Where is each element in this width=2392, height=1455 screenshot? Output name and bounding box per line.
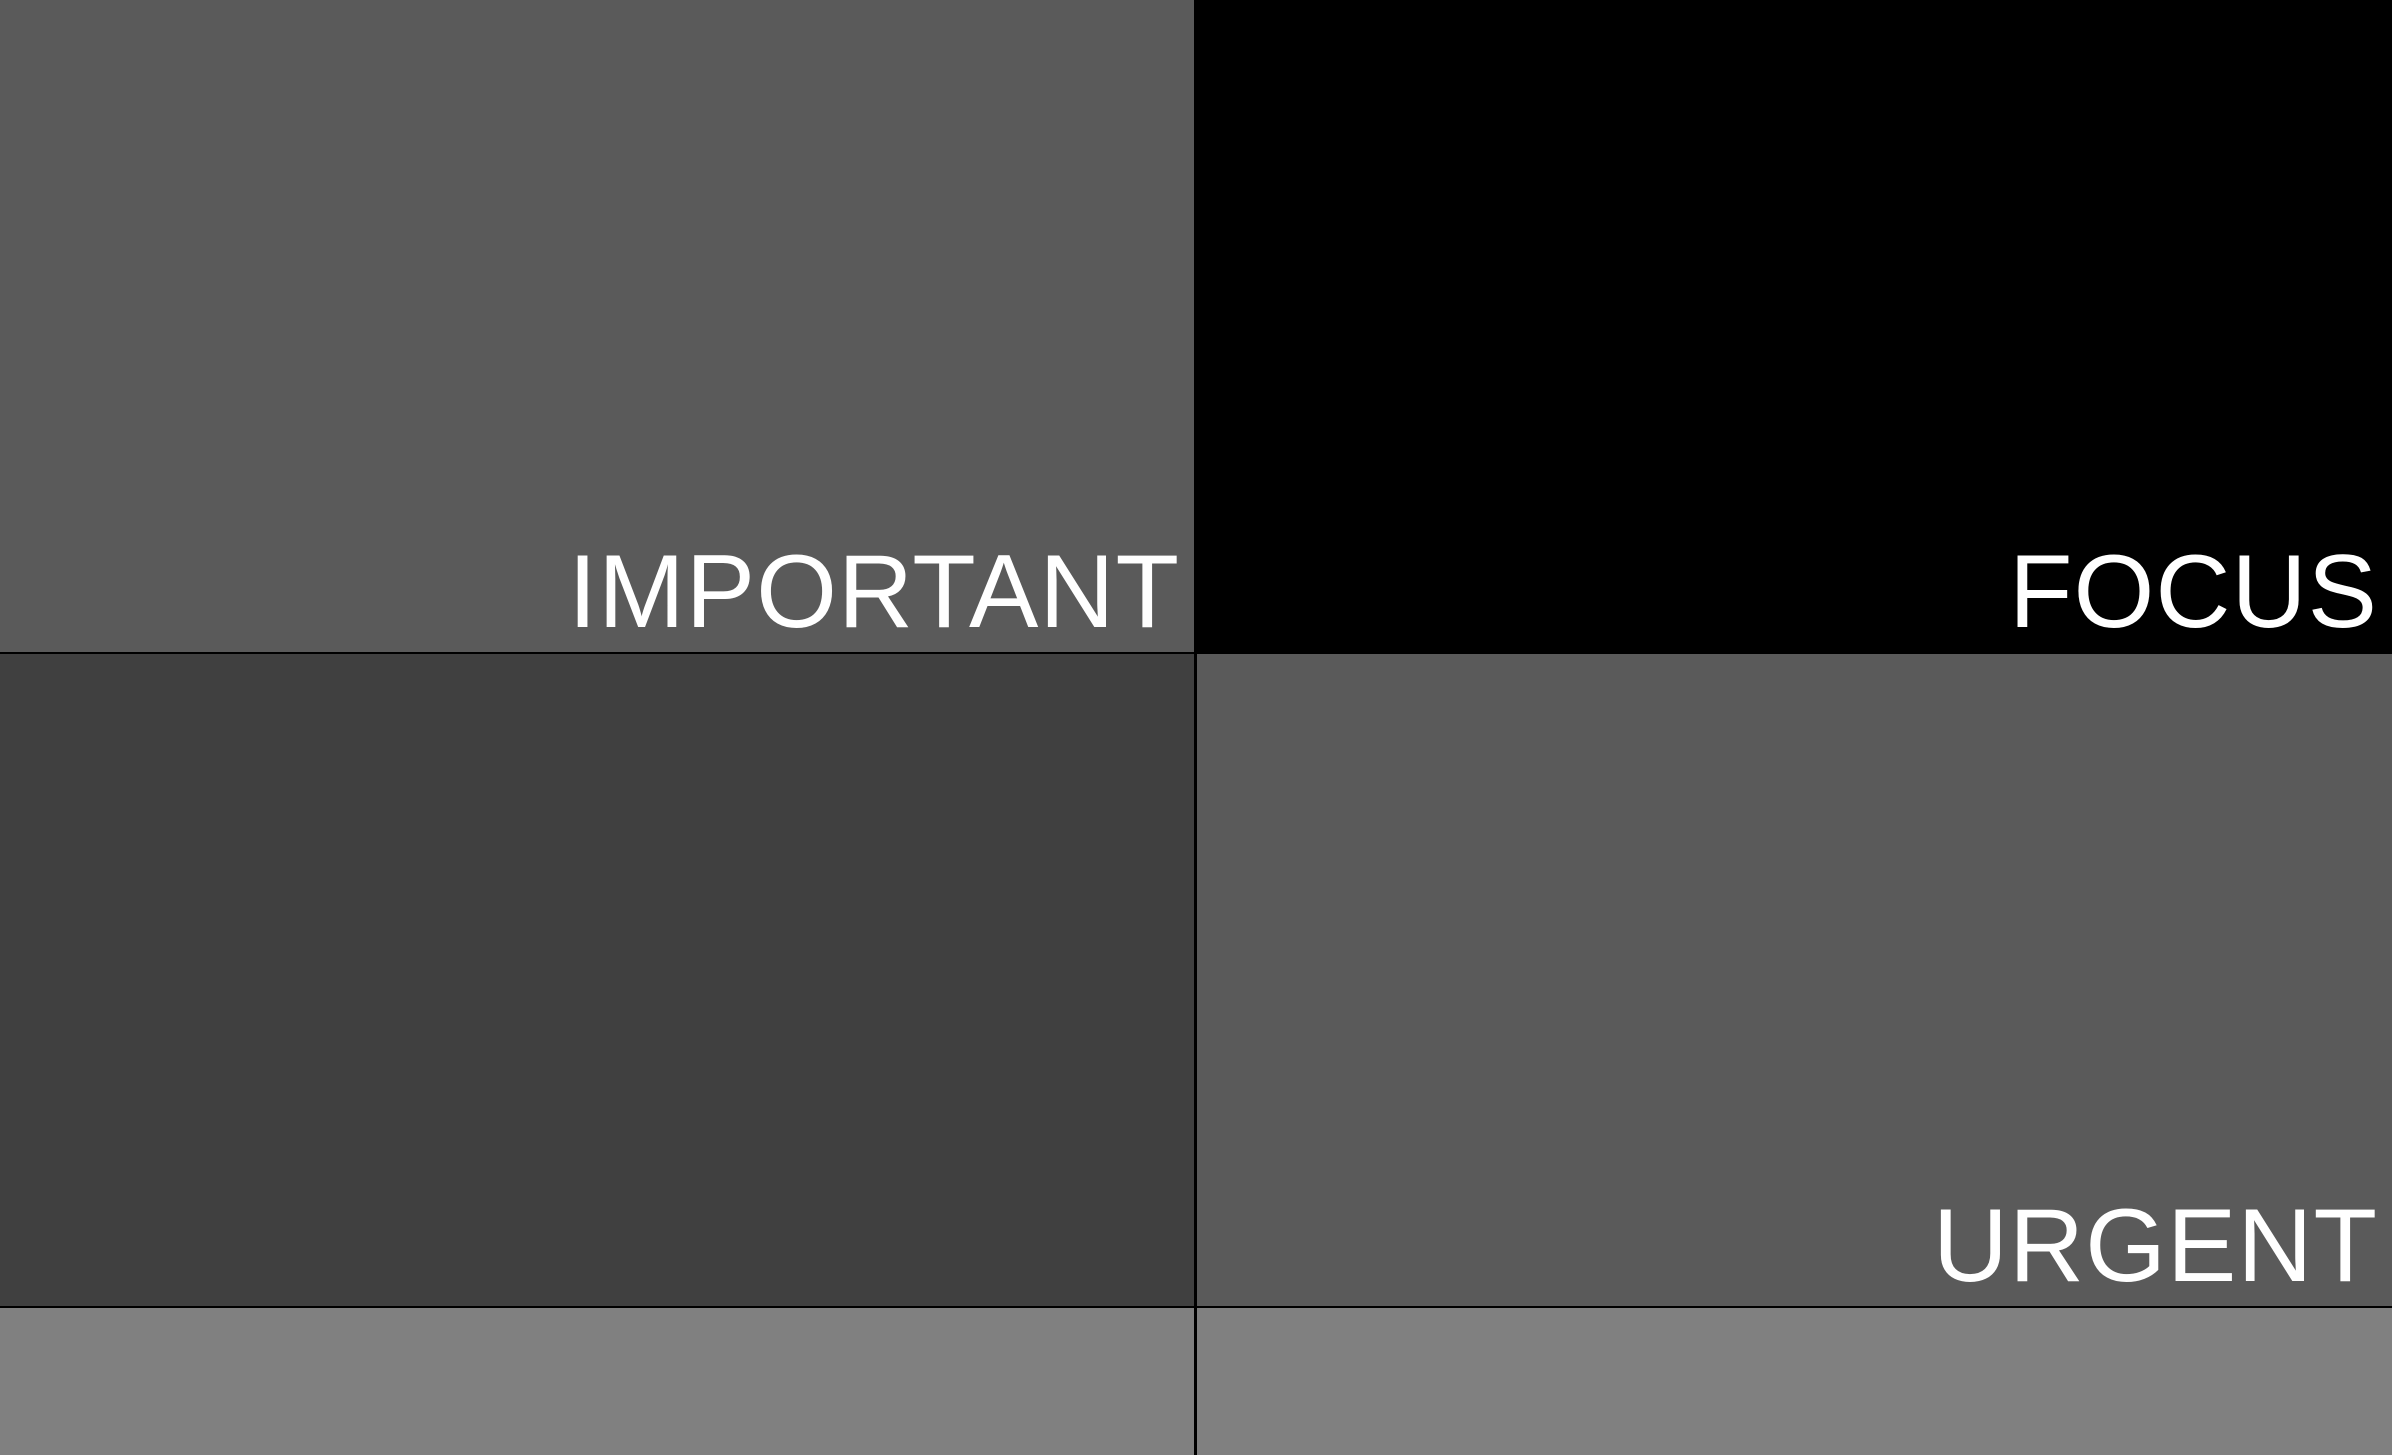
quadrant-label-focus: FOCUS xyxy=(2009,534,2378,650)
quadrant-bottom-left xyxy=(0,1308,1196,1455)
quadrant-label-important: IMPORTANT xyxy=(568,534,1180,650)
quadrant-important: IMPORTANT xyxy=(0,0,1196,654)
quadrant-focus: FOCUS xyxy=(1196,0,2392,654)
quadrant-urgent: URGENT xyxy=(1196,654,2392,1308)
quadrant-label-urgent: URGENT xyxy=(1932,1188,2378,1304)
quadrant-bottom-right xyxy=(1196,1308,2392,1455)
quadrant-middle-left xyxy=(0,654,1196,1308)
